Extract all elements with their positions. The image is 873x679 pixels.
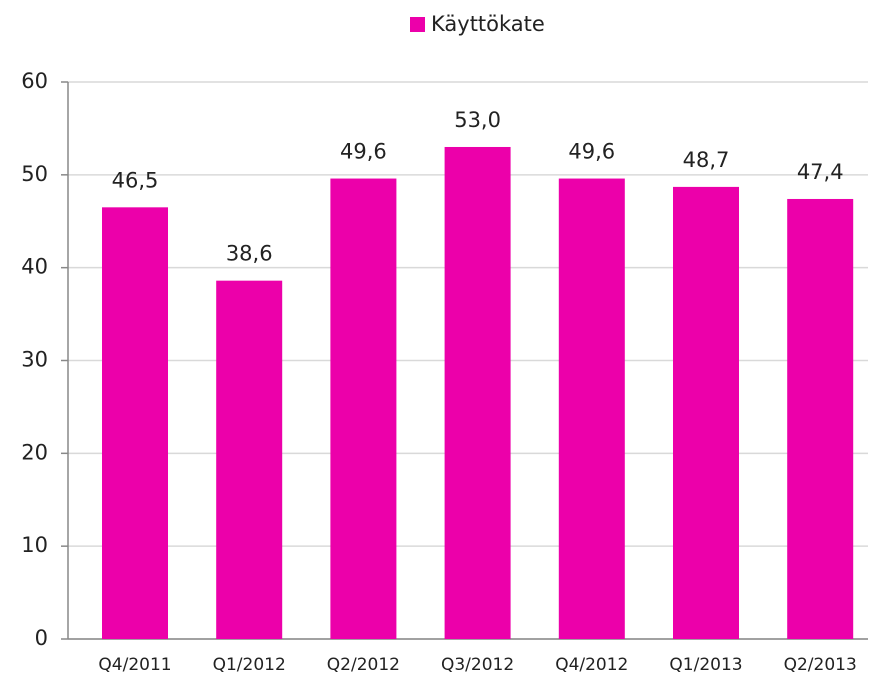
y-tick-label: 0 [35, 626, 48, 650]
x-tick-label: Q4/2012 [555, 655, 628, 675]
y-tick-label: 40 [21, 255, 48, 279]
value-label: 49,6 [340, 140, 387, 164]
y-tick-label: 60 [21, 69, 48, 93]
value-label: 38,6 [226, 242, 273, 266]
x-tick-label: Q3/2012 [441, 655, 514, 675]
y-tick-label: 20 [21, 440, 48, 464]
x-tick-label: Q1/2013 [669, 655, 742, 675]
bar [558, 178, 625, 639]
y-tick-label: 50 [21, 162, 48, 186]
y-tick-label: 10 [21, 533, 48, 557]
bar [673, 186, 739, 639]
x-tick-label: Q2/2012 [327, 655, 400, 675]
x-tick-label: Q2/2013 [784, 655, 857, 675]
bar [102, 207, 168, 639]
bar [444, 146, 511, 639]
x-tick-label: Q1/2012 [213, 655, 286, 675]
bar [330, 178, 397, 639]
value-label: 53,0 [454, 108, 501, 132]
value-label: 46,5 [112, 168, 159, 192]
bar [216, 280, 283, 639]
bar [787, 198, 854, 639]
value-label: 48,7 [683, 148, 730, 172]
legend-swatch [410, 17, 425, 32]
y-tick-label: 30 [21, 348, 48, 372]
value-label: 47,4 [797, 160, 844, 184]
x-tick-label: Q4/2011 [98, 655, 171, 675]
legend-label: Käyttökate [431, 12, 545, 36]
value-label: 49,6 [568, 140, 615, 164]
